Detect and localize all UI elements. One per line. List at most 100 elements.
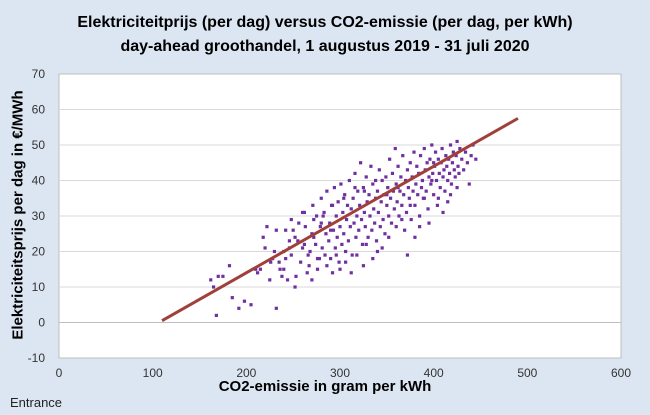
data-point	[408, 203, 412, 207]
data-point	[338, 225, 342, 229]
y-tick-label: 0	[38, 316, 45, 330]
data-point	[390, 171, 395, 175]
data-point	[329, 228, 333, 232]
data-point	[388, 196, 393, 200]
data-point	[366, 235, 370, 239]
data-point	[370, 228, 374, 232]
data-point	[352, 221, 356, 225]
data-point	[432, 161, 436, 165]
data-point	[414, 182, 418, 186]
data-point	[315, 267, 320, 271]
data-point	[415, 164, 419, 168]
data-point	[311, 203, 315, 207]
data-point	[237, 306, 241, 310]
data-point	[383, 232, 387, 236]
data-point	[378, 225, 382, 229]
data-point	[456, 164, 460, 168]
data-point	[344, 249, 348, 254]
data-point	[364, 242, 368, 246]
data-point	[389, 221, 394, 225]
data-point	[373, 221, 377, 225]
data-point	[289, 253, 293, 257]
chart-subtitle: day-ahead groothandel, 1 augustus 2019 -…	[120, 38, 530, 55]
data-point	[310, 278, 314, 282]
y-tick-label: 10	[32, 280, 46, 294]
data-point	[334, 253, 338, 257]
data-point	[474, 157, 478, 161]
data-point	[269, 260, 273, 264]
data-point	[328, 221, 332, 225]
data-point	[369, 164, 373, 168]
data-point	[332, 186, 336, 190]
data-point	[385, 203, 389, 207]
data-point	[445, 164, 449, 168]
data-point	[355, 253, 359, 257]
data-point	[211, 285, 216, 289]
data-point	[424, 189, 428, 193]
data-point	[446, 178, 450, 183]
data-point	[408, 161, 412, 165]
data-point	[393, 146, 397, 151]
data-point	[289, 217, 293, 222]
data-point	[388, 157, 392, 161]
data-point	[333, 246, 337, 250]
data-point	[391, 189, 395, 193]
data-point	[422, 146, 426, 151]
data-point	[294, 274, 298, 278]
x-tick-label: 500	[517, 366, 537, 380]
data-point	[221, 274, 225, 278]
data-point	[325, 189, 329, 193]
data-point	[430, 143, 434, 147]
data-point	[427, 175, 431, 179]
data-point	[291, 228, 295, 232]
data-point	[284, 228, 288, 232]
data-point	[403, 228, 407, 232]
data-point	[386, 186, 390, 190]
data-point	[317, 257, 321, 261]
data-point	[209, 278, 213, 282]
data-point	[364, 175, 368, 179]
data-point	[249, 303, 253, 307]
data-point	[320, 246, 324, 250]
data-point	[305, 271, 309, 275]
data-point	[302, 242, 307, 246]
data-point	[400, 217, 404, 222]
x-axis-label: CO2-emissie in gram per kWh	[218, 378, 432, 395]
data-point	[446, 200, 450, 204]
data-point	[422, 196, 426, 200]
data-point	[335, 235, 339, 239]
data-point	[413, 235, 417, 239]
chart-title: Elektriciteitprijs (per dag) versus CO2-…	[77, 14, 573, 31]
data-point	[403, 178, 408, 183]
data-point	[265, 225, 269, 229]
data-point	[387, 214, 391, 218]
data-point	[394, 225, 398, 229]
data-point	[441, 210, 445, 215]
data-point	[268, 278, 272, 282]
data-point	[412, 150, 416, 154]
data-point	[374, 239, 379, 243]
data-point	[314, 214, 319, 218]
data-point	[287, 239, 292, 243]
data-point	[302, 210, 307, 215]
x-tick-label: 200	[236, 366, 256, 380]
data-point	[399, 175, 403, 179]
data-point	[453, 175, 457, 179]
data-point	[418, 225, 422, 229]
data-point	[354, 235, 358, 239]
data-point	[312, 217, 316, 222]
data-point	[441, 175, 445, 179]
data-point	[322, 210, 326, 215]
data-point	[343, 193, 347, 197]
data-point	[435, 203, 440, 207]
data-point	[448, 193, 453, 197]
data-point	[341, 210, 345, 215]
data-point	[462, 168, 466, 172]
data-point	[348, 225, 352, 229]
data-point	[331, 228, 336, 232]
data-point	[330, 203, 335, 207]
data-point	[404, 210, 409, 215]
data-point	[263, 246, 267, 250]
data-point	[362, 210, 366, 215]
